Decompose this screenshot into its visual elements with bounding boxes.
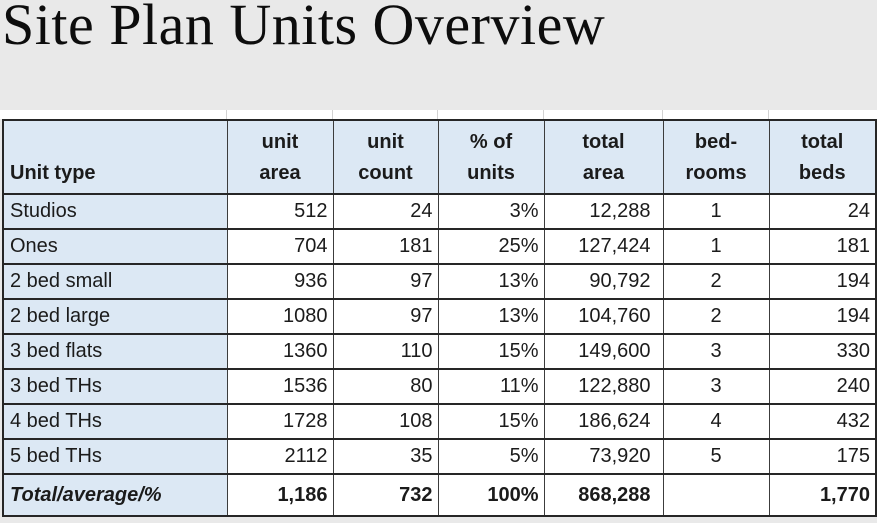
cell-unit-area: 704	[227, 229, 334, 265]
cell-total-beds: 194	[769, 264, 877, 300]
cell-unit-count: 97	[333, 264, 439, 300]
cell-unit-area: 936	[227, 264, 334, 300]
table-row: Ones 704 181 25% 127,424 1 181	[3, 229, 877, 265]
cell-unit-type: 5 bed THs	[3, 439, 228, 475]
column-header-total-area: total area	[544, 120, 664, 195]
cell-unit-type: 3 bed flats	[3, 334, 228, 370]
totals-cell-unit-type: Total/average/%	[3, 474, 228, 517]
cell-total-area: 127,424	[544, 229, 664, 265]
table-row: 3 bed flats 1360 110 15% 149,600 3 330	[3, 334, 877, 370]
gridline	[437, 110, 438, 119]
cell-unit-type: 4 bed THs	[3, 404, 228, 440]
cell-unit-type: 2 bed small	[3, 264, 228, 300]
totals-cell-unit-count: 732	[333, 474, 439, 517]
cell-unit-type: 3 bed THs	[3, 369, 228, 405]
cell-pct-of-units: 11%	[438, 369, 545, 405]
cell-total-beds: 240	[769, 369, 877, 405]
cell-bedrooms: 3	[663, 369, 770, 405]
cell-unit-count: 97	[333, 299, 439, 335]
cell-pct-of-units: 15%	[438, 404, 545, 440]
cell-unit-count: 80	[333, 369, 439, 405]
cell-unit-type: 2 bed large	[3, 299, 228, 335]
cell-total-beds: 24	[769, 194, 877, 230]
totals-row: Total/average/% 1,186 732 100% 868,288 1,770	[3, 474, 877, 517]
totals-cell-pct-of-units: 100%	[438, 474, 545, 517]
cell-total-beds: 181	[769, 229, 877, 265]
cell-bedrooms: 1	[663, 229, 770, 265]
cell-pct-of-units: 13%	[438, 299, 545, 335]
gridline	[226, 110, 227, 119]
cell-bedrooms: 2	[663, 299, 770, 335]
cell-total-beds: 194	[769, 299, 877, 335]
cell-unit-count: 108	[333, 404, 439, 440]
cell-pct-of-units: 13%	[438, 264, 545, 300]
cell-unit-area: 1728	[227, 404, 334, 440]
column-header-total-beds: total beds	[769, 120, 877, 195]
table-row: Studios 512 24 3% 12,288 1 24	[3, 194, 877, 230]
table-row: 2 bed small 936 97 13% 90,792 2 194	[3, 264, 877, 300]
column-header-pct-of-units: % of units	[438, 120, 545, 195]
cell-unit-area: 1536	[227, 369, 334, 405]
cell-total-area: 90,792	[544, 264, 664, 300]
cell-total-beds: 175	[769, 439, 877, 475]
cell-unit-count: 35	[333, 439, 439, 475]
units-table: Unit type unit area unit count% of units to…	[2, 119, 877, 517]
totals-cell-total-beds: 1,770	[769, 474, 877, 517]
cell-unit-area: 512	[227, 194, 334, 230]
cell-unit-area: 1080	[227, 299, 334, 335]
cell-unit-type: Studios	[3, 194, 228, 230]
cell-total-beds: 432	[769, 404, 877, 440]
cell-unit-count: 110	[333, 334, 439, 370]
cell-total-area: 12,288	[544, 194, 664, 230]
cell-total-area: 186,624	[544, 404, 664, 440]
cell-bedrooms: 4	[663, 404, 770, 440]
cell-pct-of-units: 25%	[438, 229, 545, 265]
gridline	[543, 110, 544, 119]
gridline	[332, 110, 333, 119]
table-row: 5 bed THs 2112 35 5% 73,920 5 175	[3, 439, 877, 475]
cell-pct-of-units: 3%	[438, 194, 545, 230]
cell-total-beds: 330	[769, 334, 877, 370]
cell-bedrooms: 2	[663, 264, 770, 300]
cell-unit-count: 181	[333, 229, 439, 265]
spreadsheet-row-strip	[0, 110, 877, 119]
table-row: 3 bed THs 1536 80 11% 122,880 3 240	[3, 369, 877, 405]
page-title: Site Plan Units Overview	[2, 0, 606, 57]
cell-total-area: 73,920	[544, 439, 664, 475]
totals-cell-unit-area: 1,186	[227, 474, 334, 517]
cell-unit-area: 1360	[227, 334, 334, 370]
table-row: 2 bed large 1080 97 13% 104,760 2 194	[3, 299, 877, 335]
cell-bedrooms: 5	[663, 439, 770, 475]
cell-pct-of-units: 5%	[438, 439, 545, 475]
totals-cell-total-area: 868,288	[544, 474, 664, 517]
cell-bedrooms: 1	[663, 194, 770, 230]
cell-total-area: 149,600	[544, 334, 664, 370]
cell-total-area: 122,880	[544, 369, 664, 405]
cell-unit-area: 2112	[227, 439, 334, 475]
table-row: 4 bed THs 1728 108 15% 186,624 4 432	[3, 404, 877, 440]
gridline	[768, 110, 769, 119]
cell-bedrooms: 3	[663, 334, 770, 370]
column-header-unit-type: Unit type	[3, 120, 228, 195]
column-header-bedrooms: bed- rooms	[663, 120, 770, 195]
cell-pct-of-units: 15%	[438, 334, 545, 370]
totals-cell-bedrooms	[663, 474, 770, 517]
column-header-unit-count: unit count	[333, 120, 439, 195]
cell-unit-count: 24	[333, 194, 439, 230]
header-row: Unit type unit area unit count% of units to…	[3, 120, 877, 195]
column-header-unit-area: unit area	[227, 120, 334, 195]
gridline	[662, 110, 663, 119]
cell-unit-type: Ones	[3, 229, 228, 265]
cell-total-area: 104,760	[544, 299, 664, 335]
